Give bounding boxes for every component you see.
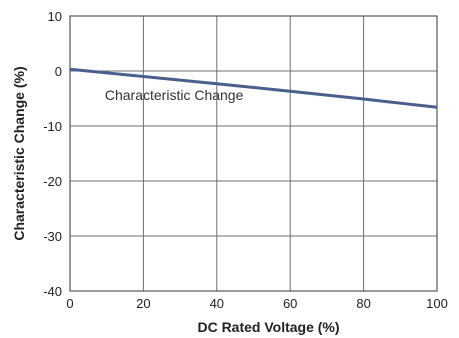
y-tick-labels: 10 0 -10 -20 -30 -40 — [43, 9, 62, 299]
x-tick-label-0: 0 — [66, 296, 73, 311]
y-tick-label-0: 10 — [48, 9, 62, 24]
x-axis-label: DC Rated Voltage (%) — [197, 319, 339, 335]
plot-frame — [69, 15, 438, 292]
x-tick-label-1: 20 — [136, 296, 150, 311]
y-tick-label-4: -30 — [43, 229, 62, 244]
grid — [70, 16, 437, 291]
series-line — [69, 67, 438, 109]
x-tick-label-4: 80 — [356, 296, 370, 311]
x-tick-label-2: 40 — [210, 296, 224, 311]
y-tick-label-3: -20 — [43, 174, 62, 189]
x-tick-label-5: 100 — [426, 296, 448, 311]
y-tick-label-2: -10 — [43, 119, 62, 134]
y-tick-label-1: 0 — [55, 64, 62, 79]
y-tick-label-5: -40 — [43, 284, 62, 299]
line-annotation: Characteristic Change — [105, 87, 244, 103]
y-axis-label: Characteristic Change (%) — [11, 66, 27, 240]
x-tick-labels: 0 20 40 60 80 100 — [66, 296, 447, 311]
x-tick-label-3: 60 — [283, 296, 297, 311]
